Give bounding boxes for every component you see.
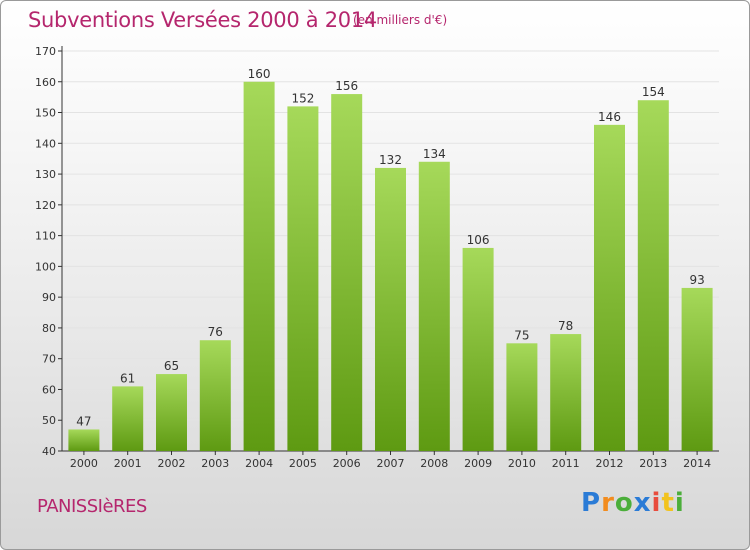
- chart-subtitle: (en milliers d'€): [353, 13, 448, 27]
- y-tick-label: 120: [35, 199, 56, 212]
- bar-value-label: 132: [379, 153, 402, 167]
- logo-letter: i: [651, 488, 662, 518]
- bar: [637, 100, 669, 451]
- bar: [287, 106, 319, 451]
- y-tick-label: 60: [42, 383, 56, 396]
- y-tick-label: 110: [35, 230, 56, 243]
- bar: [462, 247, 494, 451]
- bar: [418, 161, 450, 451]
- logo-letter: i: [674, 488, 685, 518]
- bar: [594, 124, 625, 451]
- bar-value-label: 146: [598, 110, 621, 124]
- x-tick-label: 2007: [377, 457, 405, 470]
- y-tick-label: 170: [35, 45, 56, 58]
- bar: [506, 343, 538, 451]
- proxiti-logo: Proxiti: [581, 488, 685, 518]
- bar-value-label: 76: [208, 325, 223, 339]
- logo-letter: t: [661, 488, 675, 518]
- bar: [199, 340, 231, 451]
- logo-letter: x: [633, 488, 652, 518]
- y-tick-label: 160: [35, 76, 56, 89]
- x-tick-label: 2010: [508, 457, 536, 470]
- y-tick-label: 80: [42, 322, 56, 335]
- y-tick-label: 130: [35, 168, 56, 181]
- logo-letter: P: [581, 488, 602, 518]
- bar: [156, 374, 187, 451]
- bar: [331, 94, 363, 452]
- y-tick-label: 150: [35, 107, 56, 120]
- bar: [243, 81, 275, 452]
- y-tick-label: 100: [35, 260, 56, 273]
- x-tick-label: 2005: [289, 457, 317, 470]
- bar: [68, 429, 100, 451]
- x-tick-label: 2008: [420, 457, 448, 470]
- bar-value-label: 134: [423, 147, 446, 161]
- commune-name: PANISSIèRES: [37, 496, 147, 517]
- x-tick-label: 2011: [552, 457, 580, 470]
- x-tick-label: 2004: [245, 457, 273, 470]
- bar-value-label: 156: [335, 79, 358, 93]
- y-tick-label: 140: [35, 137, 56, 150]
- bar-value-label: 65: [164, 359, 179, 373]
- bar-value-label: 75: [514, 328, 529, 342]
- x-tick-label: 2006: [333, 457, 361, 470]
- x-tick-label: 2012: [596, 457, 624, 470]
- bar: [550, 334, 582, 451]
- logo-letter: r: [601, 488, 615, 518]
- bar: [375, 167, 406, 451]
- logo-letter: o: [614, 488, 634, 518]
- y-tick-label: 40: [42, 445, 56, 458]
- bar-value-label: 47: [76, 414, 91, 428]
- bar-value-label: 160: [248, 67, 271, 81]
- bar: [681, 287, 713, 451]
- x-tick-label: 2013: [639, 457, 667, 470]
- x-tick-label: 2001: [114, 457, 142, 470]
- x-tick-label: 2003: [201, 457, 229, 470]
- bar-value-label: 106: [467, 233, 490, 247]
- x-tick-label: 2002: [158, 457, 186, 470]
- y-tick-label: 70: [42, 353, 56, 366]
- x-tick-label: 2000: [70, 457, 98, 470]
- y-tick-label: 50: [42, 414, 56, 427]
- bar: [112, 386, 144, 451]
- bar-value-label: 154: [642, 85, 665, 99]
- bar-value-label: 152: [291, 91, 314, 105]
- bar-value-label: 61: [120, 371, 135, 385]
- x-tick-label: 2009: [464, 457, 492, 470]
- bar-value-label: 78: [558, 319, 573, 333]
- y-tick-label: 90: [42, 291, 56, 304]
- bar-value-label: 93: [689, 273, 704, 287]
- chart-title: Subventions Versées 2000 à 2014: [28, 8, 377, 32]
- x-tick-label: 2014: [683, 457, 711, 470]
